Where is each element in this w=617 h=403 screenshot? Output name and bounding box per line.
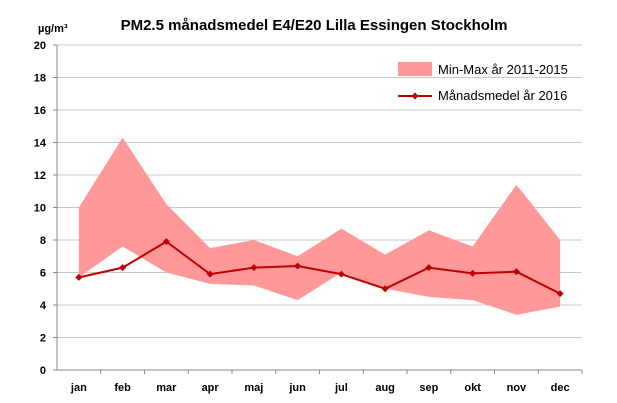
mean-point [162,238,170,246]
y-tick-label: 4 [40,300,47,312]
y-tick-label: 20 [34,40,46,52]
min-max-area [78,137,561,315]
mean-point [512,268,520,276]
x-tick-label: maj [244,382,263,394]
mean-point [556,290,564,298]
min-max-band [78,137,561,315]
legend-label-line: Månadsmedel år 2016 [438,88,567,103]
mean-point [206,270,214,278]
x-tick-label: aug [375,382,395,394]
y-tick-label: 18 [34,73,46,85]
legend-label-band: Min-Max år 2011-2015 [438,62,568,77]
mean-point [75,273,83,281]
x-tick-label: feb [114,382,131,394]
mean-line-path [78,240,561,295]
x-tick-label: jun [288,382,306,394]
y-tick-label: 8 [40,235,46,247]
x-tick-label: mar [156,382,177,394]
y-tick-label: 14 [34,138,47,150]
x-tick-label: jan [70,382,87,394]
y-tick-label: 16 [34,105,46,117]
mean-point [119,264,127,272]
y-tick-label: 0 [40,365,46,377]
y-unit-label: µg/m³ [38,23,68,35]
y-tick-label: 10 [34,203,46,215]
y-tick-label: 12 [34,170,46,182]
legend-swatch-band [398,62,432,76]
x-tick-label: apr [202,382,220,394]
x-tick-label: jul [334,382,348,394]
y-tick-label: 2 [40,333,46,345]
monthly-mean-line [75,238,564,298]
x-tick-label: nov [507,382,527,394]
mean-point [294,262,302,270]
x-tick-label: okt [464,382,481,394]
mean-point [250,264,258,272]
mean-point [425,264,433,272]
x-tick-labels: jan feb mar apr maj jun jul aug sep okt nov dec [70,382,570,394]
chart-title: PM2.5 månadsmedel E4/E20 Lilla Essingen … [121,17,508,34]
y-tick-labels: 0 2 4 6 8 10 12 14 16 18 20 [34,40,47,377]
legend-swatch-marker [411,92,419,100]
y-tick-label: 6 [40,268,46,280]
axes [56,45,583,374]
mean-point [337,270,345,278]
mean-point [469,269,477,277]
mean-point [381,285,389,293]
x-tick-label: dec [551,382,570,394]
legend: Min-Max år 2011-2015 Månadsmedel år 2016 [398,62,568,103]
x-tick-label: sep [419,382,438,394]
